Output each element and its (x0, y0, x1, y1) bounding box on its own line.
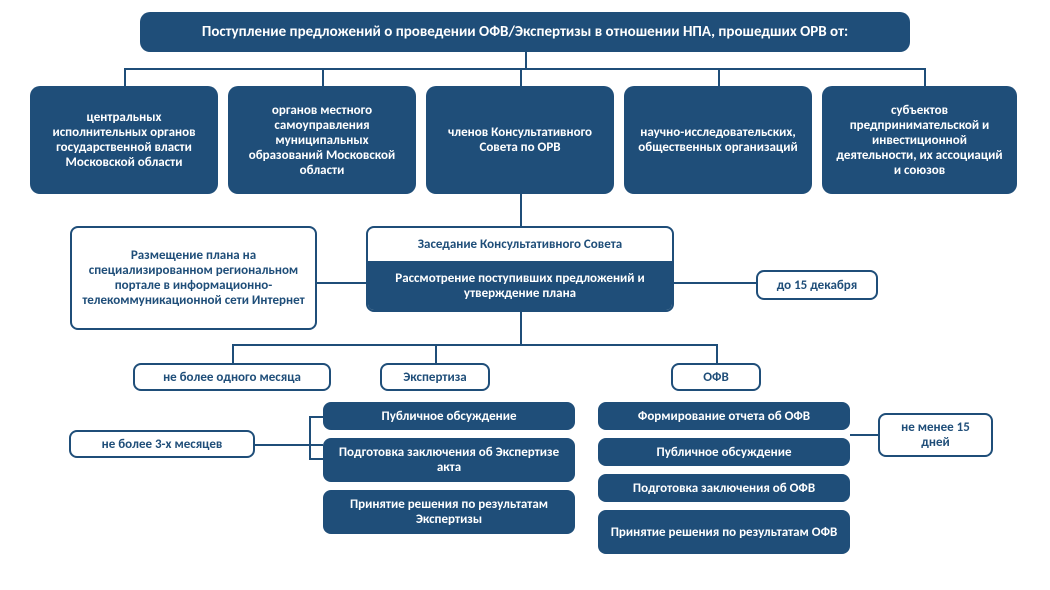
connector-line (317, 282, 366, 284)
connector-line (850, 434, 878, 436)
connector-line (124, 68, 926, 70)
connector-line (232, 344, 436, 346)
source-box-3: научно-исследовательских, общественных о… (624, 86, 812, 194)
three-months-note: не более 3-х месяцев (69, 430, 255, 458)
connector-line (124, 68, 126, 86)
source-box-4: субъектов предпринимательской и инвестиц… (822, 86, 1017, 194)
connector-line (520, 68, 522, 86)
expertise-label: Экспертиза (380, 363, 490, 391)
source-box-1: органов местного самоуправления муниципа… (228, 86, 416, 194)
connector-line (525, 52, 527, 68)
portal-note: Размещение плана на специализированном р… (70, 226, 317, 330)
connector-line (718, 68, 720, 86)
council-body: Рассмотрение поступивших предложений и у… (368, 261, 672, 310)
connector-line (520, 312, 522, 344)
expertise-step-2: Принятие решения по результатам Эксперти… (323, 490, 575, 534)
month-note: не более одного месяца (133, 363, 331, 391)
expertise-step-1: Подготовка заключения об Экспертизе акта (323, 438, 575, 482)
ofv-step-1: Публичное обсуждение (598, 438, 850, 466)
council-block: Заседание Консультативного СоветаРассмот… (366, 226, 674, 312)
ofv-step-2: Подготовка заключения об ОФВ (598, 474, 850, 502)
connector-line (924, 68, 926, 86)
ofv-step-0: Формирование отчета об ОФВ (598, 402, 850, 430)
connector-line (520, 194, 522, 226)
deadline-december: до 15 декабря (756, 270, 878, 300)
connector-line (255, 444, 323, 446)
source-box-2: членов Консультативного Совета по ОРВ (426, 86, 614, 194)
connector-line (309, 416, 323, 418)
council-title: Заседание Консультативного Совета (368, 228, 672, 261)
connector-line (309, 458, 323, 460)
connector-line (309, 416, 311, 458)
connector-line (322, 68, 324, 86)
ofv-label: ОФВ (671, 363, 761, 391)
connector-line (716, 344, 718, 363)
ofv-step-3: Принятие решения по результатам ОФВ (598, 510, 850, 554)
source-box-0: центральных исполнительных органов госуд… (30, 86, 218, 194)
diagram-title: Поступление предложений о проведении ОФВ… (140, 12, 910, 52)
connector-line (435, 344, 437, 363)
expertise-step-0: Публичное обсуждение (323, 402, 575, 430)
connector-line (435, 344, 716, 346)
fifteen-days-note: не менее 15 дней (878, 413, 993, 457)
connector-line (674, 282, 756, 284)
connector-line (232, 344, 234, 363)
